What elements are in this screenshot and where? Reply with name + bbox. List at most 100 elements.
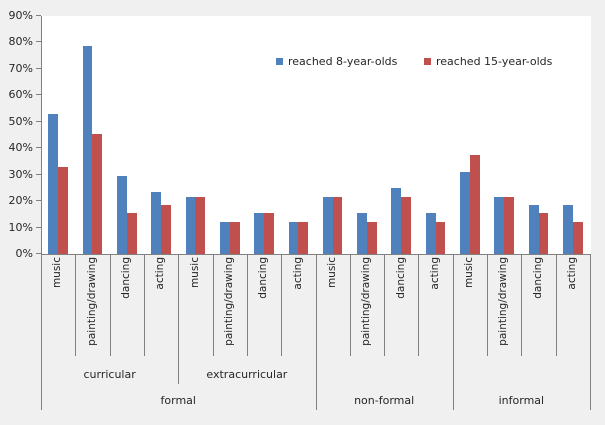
y-axis-tick: [36, 174, 41, 175]
bar-series1-dancing: [528, 205, 539, 254]
category-divider: [556, 255, 557, 356]
bar-series1-music: [322, 197, 333, 254]
y-axis-tick-label: 80%: [8, 35, 33, 49]
legend-swatch-blue-icon: [276, 57, 283, 65]
category-divider: [247, 255, 248, 356]
category-group-label-mid: curricular: [83, 368, 136, 381]
bar-series1-painting/drawing: [357, 213, 367, 254]
bar-series2-painting/drawing: [92, 133, 103, 254]
bar-series1-acting: [288, 222, 299, 254]
category-divider: [41, 255, 42, 410]
category-label-slot: acting: [144, 257, 178, 357]
bar-series2-painting/drawing: [366, 222, 377, 254]
category-divider: [281, 255, 282, 356]
bar-series1-acting: [425, 213, 436, 254]
y-axis-tick: [36, 253, 41, 254]
category-divider: [316, 255, 317, 410]
category-label: acting: [428, 257, 441, 290]
y-axis-tick: [36, 147, 41, 148]
bar-series2-music: [58, 166, 68, 254]
y-axis-tick-label: 0%: [15, 247, 33, 260]
bar-series1-dancing: [116, 175, 127, 254]
category-label: acting: [154, 257, 167, 290]
category-label-slot: acting: [556, 257, 590, 357]
category-group-label-outer: non-formal: [354, 394, 415, 407]
legend-label: reached 15-year-olds: [436, 54, 553, 68]
y-axis-tick-label: 10%: [8, 220, 33, 234]
bar-series2-acting: [161, 205, 171, 254]
bar-series1-music: [460, 172, 470, 254]
category-label-slot: music: [453, 257, 487, 357]
y-axis-tick-label: 90%: [8, 9, 33, 22]
legend-label: reached 8-year-olds: [288, 54, 398, 68]
y-axis-tick-label: 50%: [8, 114, 33, 128]
category-divider: [213, 255, 214, 356]
category-label: acting: [566, 257, 579, 290]
bar-series1-acting: [151, 191, 162, 254]
category-label-slot: dancing: [247, 257, 281, 357]
category-label-slot: music: [178, 257, 212, 357]
category-divider: [350, 255, 351, 356]
category-divider: [590, 255, 591, 410]
bar-series2-acting: [572, 222, 583, 254]
category-divider: [418, 255, 419, 356]
category-label-slot: acting: [418, 257, 452, 357]
category-label: music: [188, 257, 201, 289]
y-axis-tick-label: 70%: [8, 61, 33, 75]
category-label: dancing: [257, 257, 270, 299]
category-label: acting: [291, 257, 304, 290]
category-label: dancing: [531, 257, 544, 299]
bar-series2-music: [195, 197, 206, 254]
category-label-slot: painting/drawing: [350, 257, 384, 357]
bar-series1-painting/drawing: [219, 222, 230, 254]
category-divider: [75, 255, 76, 356]
category-label-slot: dancing: [110, 257, 144, 357]
category-label: painting/drawing: [85, 257, 98, 346]
category-divider: [384, 255, 385, 356]
category-label: dancing: [394, 257, 407, 299]
category-group-label-outer: informal: [498, 394, 545, 407]
bar-series1-dancing: [391, 187, 402, 254]
bar-series2-music: [332, 197, 343, 254]
y-axis-tick-label: 40%: [8, 141, 33, 155]
category-label: music: [325, 257, 338, 289]
bar-series1-painting/drawing: [82, 46, 93, 254]
y-axis-tick: [36, 227, 41, 228]
y-axis-tick: [36, 68, 41, 69]
bar-series2-painting/drawing: [229, 222, 240, 254]
bar-series2-dancing: [264, 213, 274, 254]
category-label-slot: dancing: [384, 257, 418, 357]
y-axis-tick-label: 20%: [8, 194, 33, 208]
category-label-slot: painting/drawing: [213, 257, 247, 357]
category-label: music: [51, 257, 64, 289]
y-axis-tick: [36, 41, 41, 42]
category-label-slot: painting/drawing: [75, 257, 109, 357]
category-label-slot: painting/drawing: [487, 257, 521, 357]
bar-series1-music: [185, 197, 196, 254]
bar-series1-acting: [563, 205, 573, 254]
bar-series2-music: [469, 154, 480, 254]
category-divider: [110, 255, 111, 356]
bar-series1-painting/drawing: [494, 197, 505, 254]
category-divider: [453, 255, 454, 410]
category-label: dancing: [120, 257, 132, 299]
bar-series2-dancing: [126, 213, 137, 254]
category-label-slot: music: [316, 257, 350, 357]
legend-swatch-red-icon: [424, 57, 431, 65]
legend-item-15-year-olds: reached 15-year-olds: [424, 54, 553, 68]
category-group-label-mid: extracurricular: [206, 368, 288, 381]
bar-series2-acting: [298, 222, 309, 254]
category-label-slot: dancing: [521, 257, 555, 357]
bar-series2-dancing: [538, 213, 549, 254]
y-axis-tick: [36, 200, 41, 201]
bar-series1-music: [48, 113, 59, 254]
y-axis-tick: [36, 121, 41, 122]
category-label: music: [463, 257, 476, 289]
bar-series2-dancing: [401, 197, 412, 254]
category-label: painting/drawing: [497, 257, 510, 346]
bar-series2-painting/drawing: [504, 197, 515, 254]
category-divider: [178, 255, 179, 384]
y-axis-tick: [36, 15, 41, 16]
category-label-slot: acting: [281, 257, 315, 357]
